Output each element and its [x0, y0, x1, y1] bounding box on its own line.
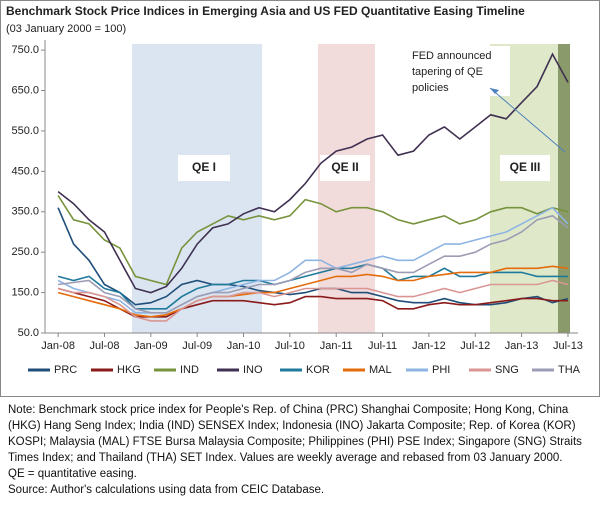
annotation: QE II [331, 160, 358, 174]
x-tick-label: Jan-10 [227, 340, 261, 352]
annotation: policies [412, 82, 449, 94]
y-tick-label: 550.0 [11, 125, 39, 137]
chart-subtitle: (03 January 2000 = 100) [6, 23, 126, 35]
notes: Note: Benchmark stock price index for Pe… [8, 402, 594, 498]
qe3-box [500, 155, 550, 181]
legend-label: MAL [369, 364, 392, 376]
chart-title: Benchmark Stock Price Indices in Emergin… [6, 4, 525, 18]
annotation: QE I [192, 160, 216, 174]
legend-label: PRC [54, 364, 77, 376]
annotation: FED announced [412, 50, 492, 62]
source: Source: Author's calculations using data… [8, 484, 325, 496]
x-tick-label: Jul-13 [553, 340, 583, 352]
series-line [57, 279, 569, 322]
legend-label: THA [558, 364, 581, 376]
x-tick-label: Jan-09 [134, 340, 168, 352]
y-tick-label: 50.0 [18, 327, 39, 339]
legend-label: KOR [306, 364, 330, 376]
qe1-band [132, 44, 262, 333]
annotation-box [410, 46, 510, 96]
note: QE = quantitative easing. [8, 468, 137, 480]
qe2-band [318, 44, 375, 333]
legend-label: HKG [117, 364, 141, 376]
chart: Benchmark Stock Price Indices in Emergin… [0, 0, 600, 397]
annotation: QE III [510, 160, 541, 174]
arrow-head [490, 88, 499, 94]
x-tick-label: Jan-11 [320, 340, 353, 352]
series-line [57, 265, 569, 318]
qe1-box [178, 155, 230, 181]
annotation: tapering of QE [412, 66, 483, 78]
annotation-arrow [489, 87, 566, 153]
y-tick-label: 150.0 [11, 286, 39, 298]
series-line [57, 214, 569, 314]
series-line [57, 206, 569, 314]
y-tick-label: 750.0 [11, 44, 39, 56]
x-tick-label: Jul-11 [368, 340, 397, 352]
x-tick-label: Jul-10 [275, 340, 305, 352]
y-tick-label: 350.0 [11, 206, 39, 218]
y-tick-label: 650.0 [11, 84, 39, 96]
x-tick-label: Jan-12 [412, 340, 446, 352]
series-line [57, 207, 569, 306]
legend-label: INO [243, 364, 263, 376]
legend-label: SNG [495, 364, 519, 376]
series-line [57, 263, 568, 310]
legend-label: PHI [432, 364, 450, 376]
series-line [57, 52, 569, 294]
x-tick-label: Jul-08 [89, 340, 119, 352]
x-tick-label: Jan-13 [505, 340, 539, 352]
note: Note: Benchmark stock price index for Pe… [8, 404, 582, 464]
taper-band [558, 44, 570, 333]
series-line [57, 195, 569, 286]
x-tick-label: Jul-09 [182, 340, 212, 352]
x-tick-label: Jan-08 [41, 340, 75, 352]
series-line [57, 287, 568, 318]
qe2-box [320, 155, 370, 181]
x-tick-label: Jul-12 [460, 340, 490, 352]
y-tick-label: 250.0 [11, 246, 39, 258]
legend-label: IND [180, 364, 199, 376]
y-tick-label: 450.0 [11, 165, 39, 177]
